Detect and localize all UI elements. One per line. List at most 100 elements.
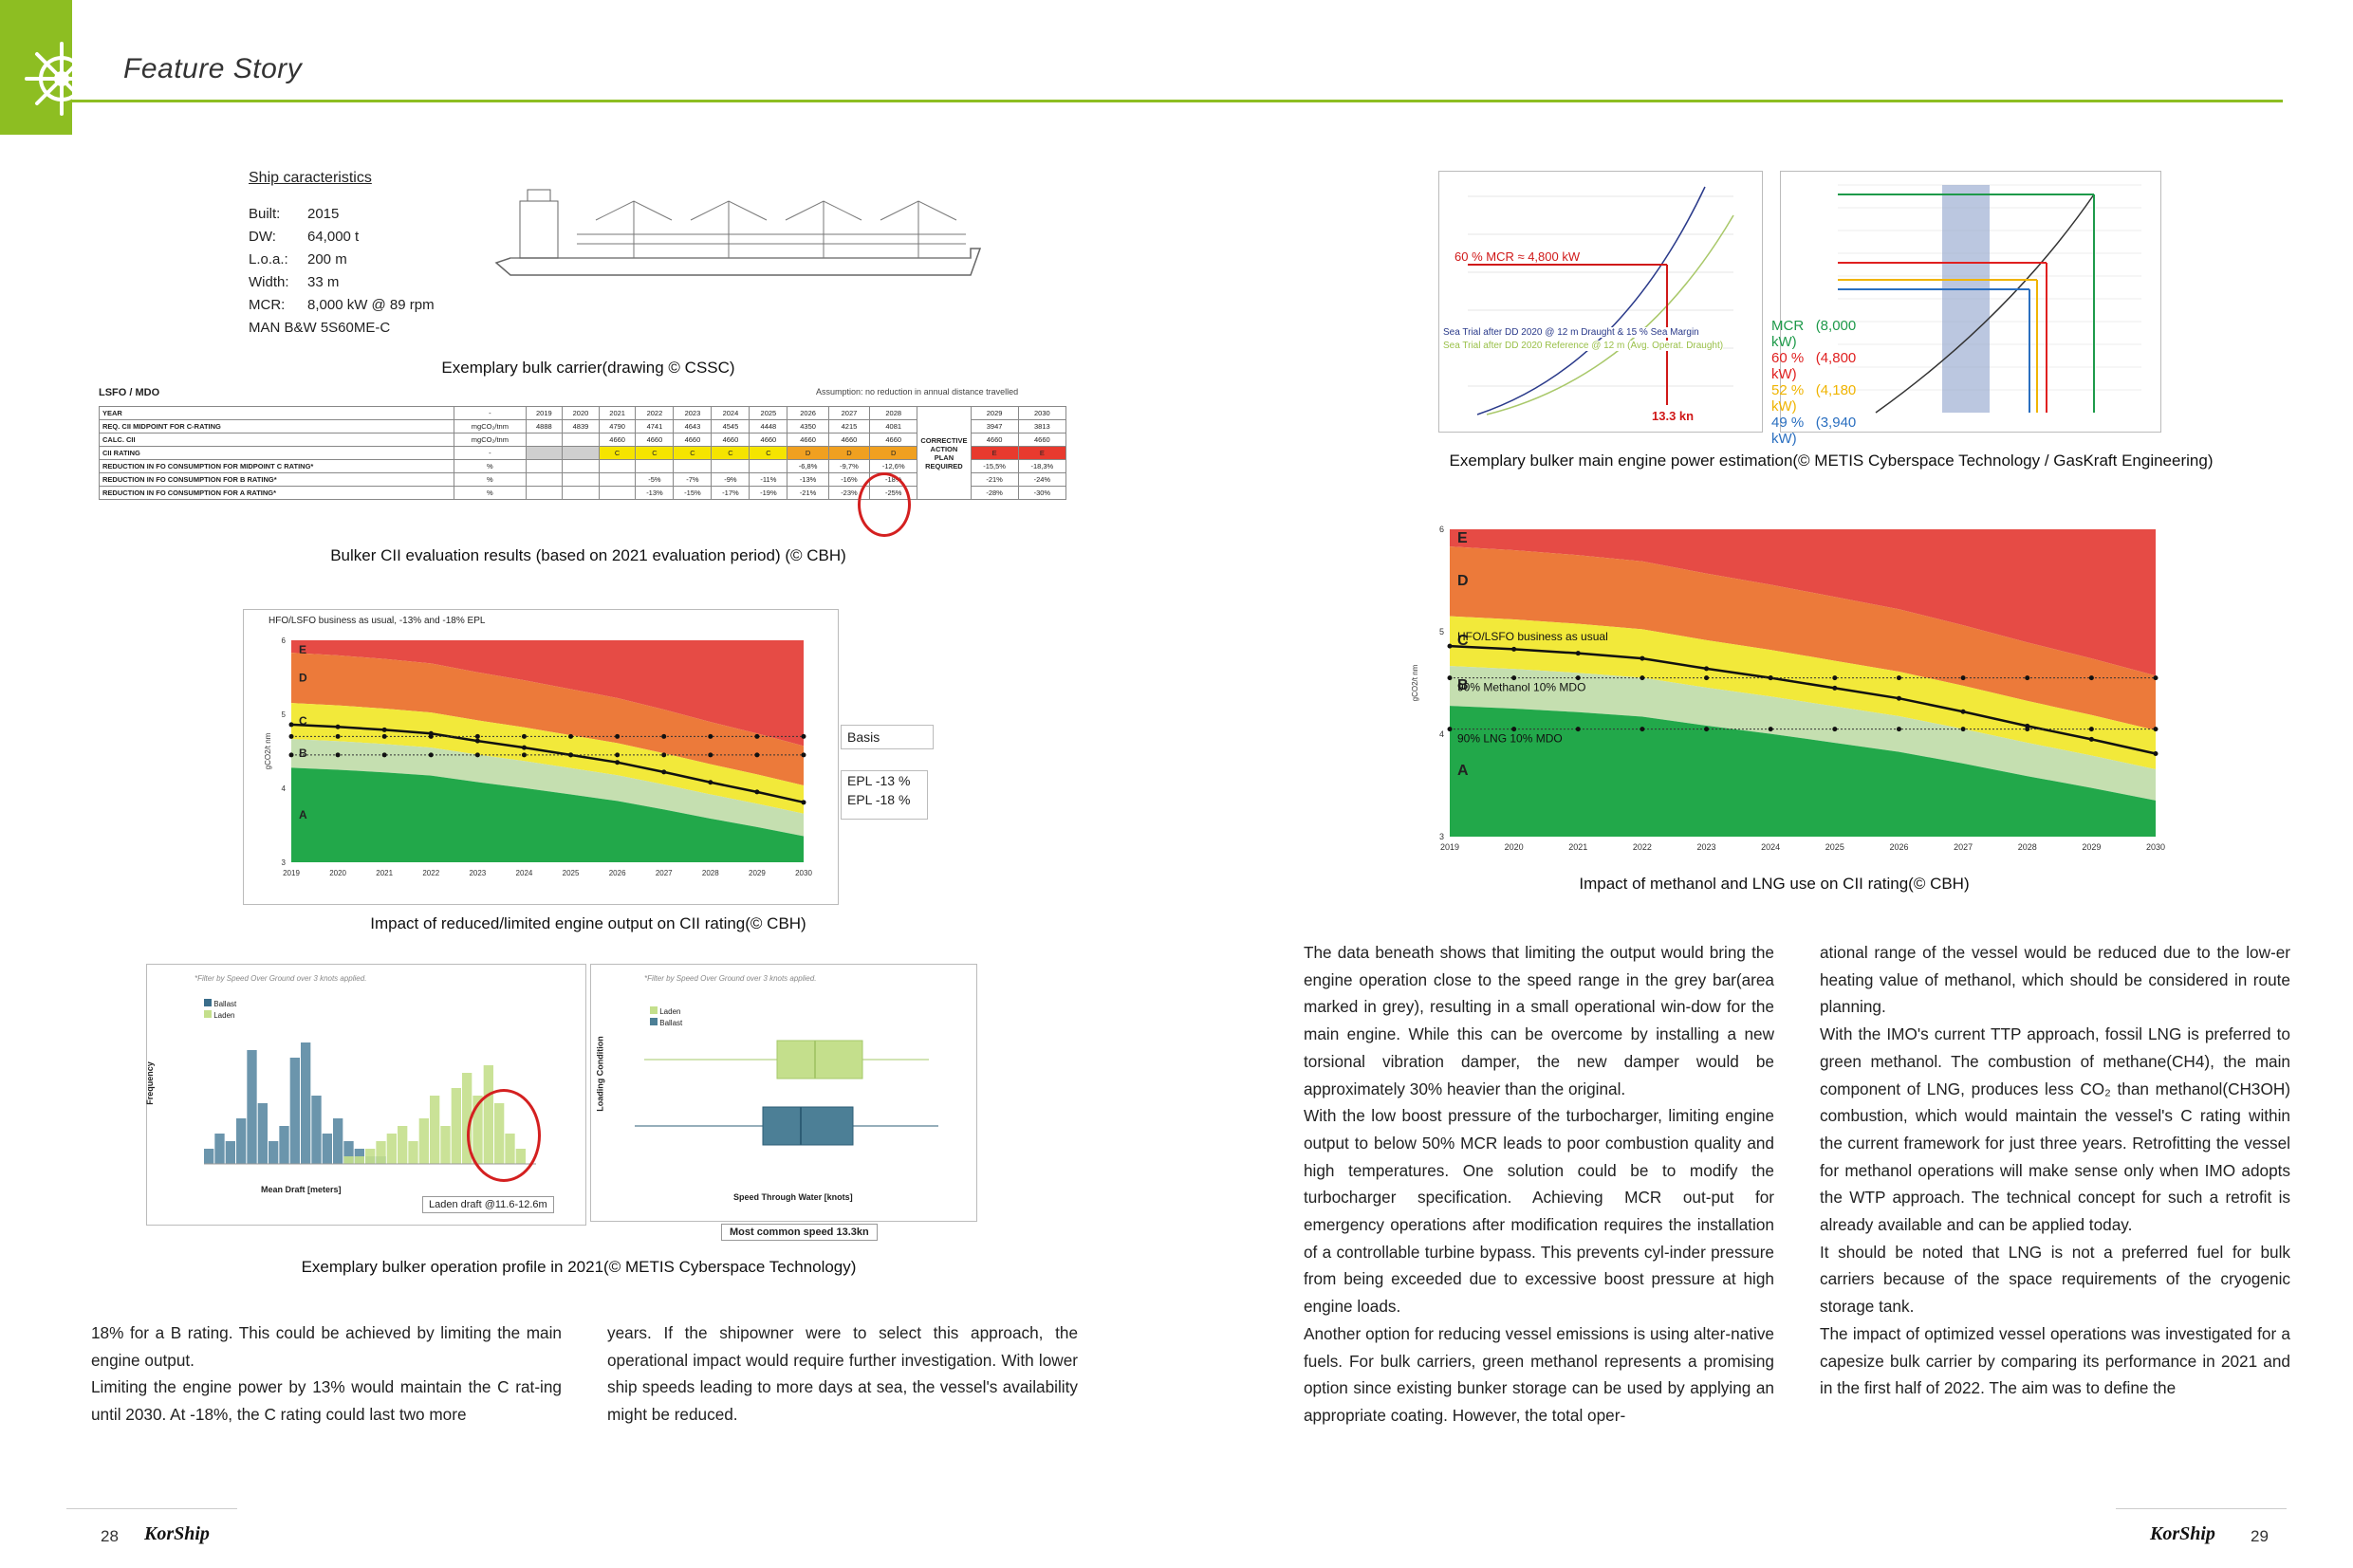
corrective-action-cell: CORRECTIVE ACTION PLAN REQUIRED <box>917 406 972 500</box>
x-tick-label: 2020 <box>329 869 346 877</box>
data-point <box>288 733 294 739</box>
ship-spec-title: Ship caracteristics <box>249 170 372 186</box>
table-cell: E <box>970 446 1019 460</box>
rating-band-D <box>291 653 804 785</box>
rating-band-B <box>1450 666 2156 801</box>
band-label: E <box>1457 530 1468 546</box>
box <box>776 1040 863 1079</box>
legend-epl: EPL -13 % EPL -18 % <box>841 770 928 820</box>
table-cell: 4660 <box>827 433 871 447</box>
mcr-annotation: 60 % MCR ≈ 4,800 kW <box>1454 249 1581 264</box>
table-cell: -5% <box>635 472 675 487</box>
speed-annotation: 13.3 kn <box>1652 409 1695 423</box>
data-point <box>661 733 667 739</box>
ship-wheel-icon <box>21 38 102 120</box>
x-tick-label: 2030 <box>2146 842 2165 852</box>
table-cell <box>673 459 713 473</box>
power-curve-ref <box>1486 214 1734 415</box>
spec-key: MCR: <box>249 297 286 313</box>
data-point <box>1511 727 1517 732</box>
histogram-bar <box>343 1141 354 1164</box>
data-point <box>1896 727 1901 732</box>
cii-table: YEAR -2019 2020 2021 2022 2023 2024 2025 2026 202… <box>98 406 1067 500</box>
table-title: LSFO / MDO <box>99 387 160 398</box>
table-cell: 2026 <box>787 406 829 420</box>
table-cell <box>562 486 600 500</box>
x-tick-label: 2024 <box>516 869 533 877</box>
data-point <box>521 733 527 739</box>
data-point <box>474 752 480 758</box>
table-cell: C <box>711 446 750 460</box>
data-point <box>2088 675 2094 681</box>
band-label: A <box>299 808 307 821</box>
data-point <box>1575 651 1581 656</box>
data-point <box>474 738 480 744</box>
data-point <box>1896 695 1901 701</box>
band-label: C <box>1457 633 1469 649</box>
table-cell: -18,3% <box>1017 459 1067 473</box>
x-tick-label: 2030 <box>795 869 812 877</box>
table-cell: -11% <box>749 472 788 487</box>
table-cell <box>562 459 600 473</box>
table-row: YEAR -2019 2020 2021 2022 2023 2024 2025 2026 202… <box>98 406 1067 500</box>
table-cell: -15% <box>673 486 713 500</box>
power-curve-chart: 60 % MCR ≈ 4,800 kW Sea Trial after DD 2… <box>1438 171 1763 433</box>
data-point <box>1896 675 1901 681</box>
spec-key: L.o.a.: <box>249 251 288 267</box>
table-cell <box>525 446 564 460</box>
data-point <box>2025 675 2030 681</box>
text-column: ational range of the vessel would be red… <box>1820 939 2290 1402</box>
x-tick-label: 2027 <box>1954 842 1973 852</box>
table-cell: -13% <box>635 486 675 500</box>
row-label: REDUCTION IN FO CONSUMPTION FOR B RATING… <box>98 472 455 487</box>
table-cell <box>749 459 788 473</box>
data-point <box>708 780 713 785</box>
band-label: B <box>299 747 307 760</box>
data-point <box>335 752 341 758</box>
legend-ballast: Ballast <box>650 1018 682 1027</box>
data-point <box>381 752 387 758</box>
histogram-bar <box>289 1058 300 1164</box>
data-point <box>335 724 341 729</box>
histogram-bar <box>247 1050 257 1164</box>
table-cell <box>525 433 564 447</box>
data-point <box>1640 675 1645 681</box>
histogram-bar <box>376 1141 386 1164</box>
series-label: HFO/LSFO business as usual <box>1457 630 1608 643</box>
band-label: C <box>299 714 307 728</box>
table-cell: 2023 <box>673 406 713 420</box>
table-cell: 4660 <box>1017 433 1067 447</box>
magazine-logo: KorShip <box>144 1523 210 1544</box>
sea-trial-legend-ref: Sea Trial after DD 2020 Reference @ 12 m… <box>1443 341 1724 351</box>
table-cell <box>562 446 600 460</box>
data-point <box>1832 675 1838 681</box>
y-tick-label: 5 <box>1439 627 1444 636</box>
highlight-circle <box>467 1089 541 1182</box>
data-point <box>1575 727 1581 732</box>
x-tick-label: 2028 <box>702 869 719 877</box>
table-cell: -9% <box>711 472 750 487</box>
caption-cii-table: Bulker CII evaluation results (based on … <box>330 546 846 564</box>
paragraph: With the low boost pressure of the turbo… <box>1304 1106 1774 1317</box>
data-point <box>288 752 294 758</box>
table-cell: -6,8% <box>787 459 829 473</box>
legend-epl-13: EPL -13 % <box>847 773 911 788</box>
histogram-bar <box>204 1149 214 1164</box>
table-cell: 4448 <box>749 419 788 434</box>
x-tick-label: 2027 <box>656 869 673 877</box>
data-point <box>335 733 341 739</box>
table-cell: 3813 <box>1017 419 1067 434</box>
y-tick-label: 6 <box>1439 525 1444 534</box>
x-tick-label: 2022 <box>422 869 439 877</box>
y-tick-label: 3 <box>282 858 287 867</box>
paragraph: It should be noted that LNG is not a pre… <box>1820 1242 2290 1317</box>
header-rule <box>72 100 2283 102</box>
table-cell: 4660 <box>673 433 713 447</box>
rating-band-D <box>1450 546 2156 730</box>
spec-value: 200 m <box>307 251 347 267</box>
table-cell <box>525 472 564 487</box>
table-row: REDUCTION IN FO CONSUMPTION FOR MIDPOINT… <box>98 459 1067 473</box>
y-axis-label: gCO2/t nm <box>264 732 272 769</box>
table-cell: -7% <box>673 472 713 487</box>
y-axis-label: Loading Condition <box>595 1036 605 1112</box>
